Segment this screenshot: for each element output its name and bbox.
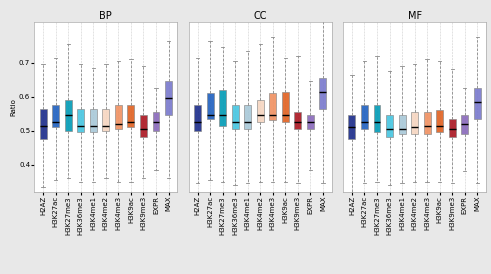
PathPatch shape [307, 115, 314, 129]
PathPatch shape [257, 100, 264, 122]
Title: MF: MF [408, 11, 422, 21]
PathPatch shape [295, 112, 301, 129]
Title: CC: CC [253, 11, 267, 21]
PathPatch shape [77, 109, 84, 132]
PathPatch shape [474, 88, 481, 119]
PathPatch shape [282, 92, 289, 122]
PathPatch shape [103, 109, 109, 131]
PathPatch shape [399, 115, 406, 134]
PathPatch shape [244, 105, 251, 129]
Y-axis label: Ratio: Ratio [10, 98, 16, 116]
PathPatch shape [374, 105, 381, 132]
PathPatch shape [52, 105, 59, 127]
PathPatch shape [270, 93, 276, 121]
PathPatch shape [194, 105, 201, 131]
PathPatch shape [90, 109, 97, 132]
PathPatch shape [232, 105, 239, 129]
PathPatch shape [349, 115, 355, 139]
Title: BP: BP [100, 11, 112, 21]
PathPatch shape [207, 93, 214, 119]
PathPatch shape [40, 109, 47, 139]
PathPatch shape [361, 105, 368, 129]
PathPatch shape [165, 81, 172, 115]
PathPatch shape [153, 112, 160, 131]
PathPatch shape [115, 105, 122, 129]
PathPatch shape [411, 112, 418, 134]
PathPatch shape [219, 90, 226, 125]
PathPatch shape [424, 112, 431, 134]
PathPatch shape [65, 100, 72, 131]
PathPatch shape [320, 78, 327, 109]
PathPatch shape [462, 115, 468, 134]
PathPatch shape [128, 105, 135, 127]
PathPatch shape [449, 119, 456, 138]
PathPatch shape [386, 115, 393, 138]
PathPatch shape [436, 110, 443, 132]
PathPatch shape [140, 115, 147, 138]
